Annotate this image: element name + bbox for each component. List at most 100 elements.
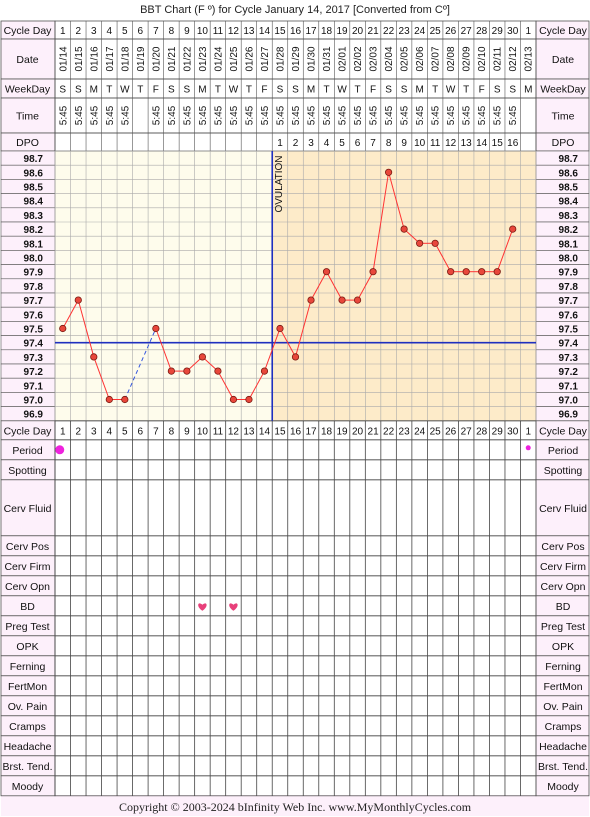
time-cell: 5:45 [462,105,473,125]
cycle-day-cell: 4 [107,426,113,437]
cycle_day-cell: 27 [461,26,473,37]
y-tick-label-right: 97.6 [559,310,579,321]
dpo-cell: 8 [386,138,392,149]
date-cell: 02/07 [431,46,442,71]
cycle-day-cell: 22 [383,426,395,437]
bd-heart-icon [229,603,238,611]
y-tick-label-right: 97.1 [559,381,579,392]
cycle_day-cell: 8 [169,26,175,37]
row-label-cell-left [0,479,56,537]
cycle_day-cell: 30 [507,26,519,37]
row-label-cell-right [535,38,590,80]
row-label-cycle-day-right: Cycle Day [539,25,588,37]
cycle-day-cell: 30 [507,426,519,437]
row-label-moody: Moody [12,781,44,793]
row-label-dpo: DPO [16,137,39,149]
cycle-day-cell: 1 [60,426,66,437]
y-tick-label: 97.4 [24,339,44,350]
y-tick-label: 97.7 [24,296,44,307]
y-tick-label-right: 98.7 [559,154,579,165]
cycle-day-cell: 13 [243,426,255,437]
cycle-day-cell: 25 [430,426,442,437]
cycle-day-cell: 9 [184,426,190,437]
row-label-ov-pain-right: Ov. Pain [543,701,583,713]
temp-gap-dashed-segment [124,328,157,400]
time-cell: 5:45 [151,105,162,125]
cycle_day-cell: 26 [445,26,457,37]
date-cell: 01/21 [167,46,178,71]
date-cell: 02/12 [508,46,519,71]
weekday-cell: S [75,85,82,96]
y-tick-label-right: 98.0 [559,254,579,265]
cycle-day-cell: 23 [399,426,411,437]
temp-line-segment [326,271,343,301]
cycle-day-cell: 26 [445,426,457,437]
cycle-day-cell: 10 [197,426,209,437]
time-cell: 5:45 [120,105,131,125]
cycle_day-cell: 19 [336,26,348,37]
temp-line-segment [279,328,296,358]
copyright-footer: Copyright © 2003-2024 bInfinity Web Inc.… [119,800,472,814]
temp-point [74,296,82,304]
row-label-fertmon: FertMon [8,681,47,693]
temp-line-segment [62,299,79,329]
row-label-date: Date [16,54,38,66]
dpo-cell: 5 [339,138,345,149]
date-cell: 01/23 [198,46,209,71]
row-label-headache: Headache [4,741,52,753]
row-label-cerv-fluid-right: Cerv Fluid [539,503,587,515]
dpo-cell: 15 [492,138,504,149]
temp-point [90,353,98,361]
temp-line-segment [263,328,281,372]
date-cell: 02/09 [462,46,473,71]
cycle-day-cell: 16 [290,426,302,437]
time-cell: 5:45 [291,105,302,125]
date-cell: 01/29 [291,46,302,71]
dpo-cell: 7 [370,138,376,149]
cycle-day-cell: 6 [138,426,144,437]
weekday-cell: W [229,85,239,96]
weekday-cell: W [337,85,347,96]
time-cell: 5:45 [508,105,519,125]
row-label-opk-right: OPK [552,641,574,653]
y-tick-label: 97.0 [24,396,44,407]
temp-line-segment [295,299,312,358]
temp-line-segment [248,370,265,400]
y-tick-label: 96.9 [24,410,44,421]
cycle-day-cell: 7 [153,426,159,437]
weekday-cell: F [261,85,267,96]
temp-line-segment [496,228,514,272]
date-cell: 02/11 [493,46,504,71]
y-tick-label: 98.4 [24,197,44,208]
time-cell: 5:45 [477,105,488,125]
date-cell: 01/26 [244,46,255,71]
bd-heart-icon [198,603,207,611]
date-cell: 01/27 [260,46,271,71]
temp-point [462,268,470,276]
temp-point [353,296,362,304]
y-tick-label: 98.7 [24,154,44,165]
row-label-bd: BD [20,601,35,613]
date-cell: 01/17 [105,46,116,71]
date-cell: 02/08 [446,46,457,71]
cycle-day-cell: 12 [228,426,240,437]
weekday-cell: T [137,85,143,96]
date-cell: 01/19 [136,46,147,71]
date-cell: 02/10 [477,46,488,71]
y-tick-label: 98.6 [24,168,44,179]
cycle-day-cell: 1 [525,426,531,437]
date-cell: 01/22 [182,46,193,71]
time-cell: 5:45 [213,105,224,125]
y-tick-label-right: 96.9 [559,410,579,421]
y-tick-label: 98.3 [24,211,44,222]
row-label-bd-right: BD [556,601,571,613]
row-label-dpo-right: DPO [552,137,575,149]
y-tick-label-right: 97.3 [559,353,579,364]
cycle-day-cell: 8 [169,426,175,437]
y-tick-label-right: 98.2 [559,225,579,236]
weekday-cell: T [463,85,469,96]
y-tick-label-right: 97.7 [559,296,579,307]
cycle_day-cell: 6 [138,26,144,37]
temp-point [183,367,191,375]
